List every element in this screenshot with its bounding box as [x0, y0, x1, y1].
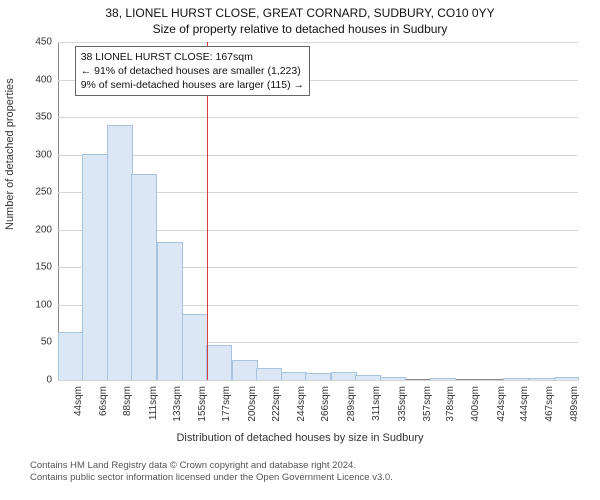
x-tick-label: 289sqm — [346, 386, 357, 422]
x-tick-label: 400sqm — [470, 386, 481, 422]
y-tick-label: 400 — [22, 74, 52, 85]
histogram-bar — [131, 174, 157, 380]
attribution-line: Contains public sector information licen… — [30, 472, 393, 484]
x-tick-label: 155sqm — [197, 386, 208, 422]
annotation-line: 9% of semi-detached houses are larger (1… — [81, 78, 304, 92]
x-axis-label: Distribution of detached houses by size … — [0, 432, 600, 444]
x-tick-label: 133sqm — [172, 386, 183, 422]
y-tick-label: 350 — [22, 112, 52, 123]
gridline — [58, 380, 578, 381]
gridline — [58, 42, 578, 43]
x-tick-label: 357sqm — [422, 386, 433, 422]
histogram-bar — [232, 360, 258, 380]
histogram-bar — [58, 332, 84, 380]
y-tick-label: 100 — [22, 299, 52, 310]
gridline — [58, 117, 578, 118]
x-tick-label: 44sqm — [73, 386, 84, 416]
attribution-text: Contains HM Land Registry data © Crown c… — [30, 460, 393, 484]
histogram-bar — [107, 125, 133, 380]
x-tick-label: 424sqm — [496, 386, 507, 422]
x-tick-label: 222sqm — [271, 386, 282, 422]
histogram-bar — [380, 377, 406, 380]
histogram-bar — [305, 373, 331, 380]
histogram-bar — [256, 368, 282, 380]
y-tick-label: 200 — [22, 224, 52, 235]
y-tick-label: 50 — [22, 337, 52, 348]
histogram-bar — [206, 345, 232, 380]
y-axis-line — [58, 42, 59, 380]
histogram-bar — [182, 314, 208, 380]
x-tick-label: 335sqm — [397, 386, 408, 422]
annotation-box: 38 LIONEL HURST CLOSE: 167sqm← 91% of de… — [75, 46, 310, 97]
annotation-line: 38 LIONEL HURST CLOSE: 167sqm — [81, 50, 304, 64]
y-tick-label: 450 — [22, 37, 52, 48]
histogram-bar — [281, 372, 307, 381]
y-tick-label: 300 — [22, 149, 52, 160]
histogram-bar — [157, 242, 183, 380]
x-tick-label: 200sqm — [247, 386, 258, 422]
histogram-bar — [355, 375, 381, 380]
x-tick-label: 266sqm — [320, 386, 331, 422]
x-tick-label: 66sqm — [98, 386, 109, 416]
histogram-bar — [331, 372, 357, 381]
chart-subtitle: Size of property relative to detached ho… — [0, 22, 600, 36]
x-tick-label: 177sqm — [221, 386, 232, 422]
gridline — [58, 155, 578, 156]
histogram-bar — [529, 378, 555, 381]
x-tick-label: 467sqm — [544, 386, 555, 422]
y-tick-label: 150 — [22, 262, 52, 273]
x-tick-label: 88sqm — [122, 386, 133, 416]
x-tick-label: 378sqm — [445, 386, 456, 422]
chart-container: 38, LIONEL HURST CLOSE, GREAT CORNARD, S… — [0, 0, 600, 500]
x-tick-label: 244sqm — [296, 386, 307, 422]
histogram-bar — [430, 378, 456, 381]
x-tick-label: 111sqm — [148, 386, 159, 420]
histogram-bar — [503, 378, 529, 380]
x-tick-label: 311sqm — [371, 386, 382, 421]
x-tick-label: 489sqm — [569, 386, 580, 422]
attribution-line: Contains HM Land Registry data © Crown c… — [30, 460, 393, 472]
histogram-bar — [554, 377, 580, 380]
chart-title-address: 38, LIONEL HURST CLOSE, GREAT CORNARD, S… — [0, 6, 600, 20]
y-tick-label: 0 — [22, 375, 52, 386]
y-axis-label: Number of detached properties — [4, 78, 16, 230]
annotation-line: ← 91% of detached houses are smaller (1,… — [81, 64, 304, 78]
x-tick-label: 444sqm — [519, 386, 530, 422]
plot-area: 05010015020025030035040045044sqm66sqm88s… — [58, 42, 578, 380]
histogram-bar — [82, 154, 108, 380]
y-tick-label: 250 — [22, 187, 52, 198]
